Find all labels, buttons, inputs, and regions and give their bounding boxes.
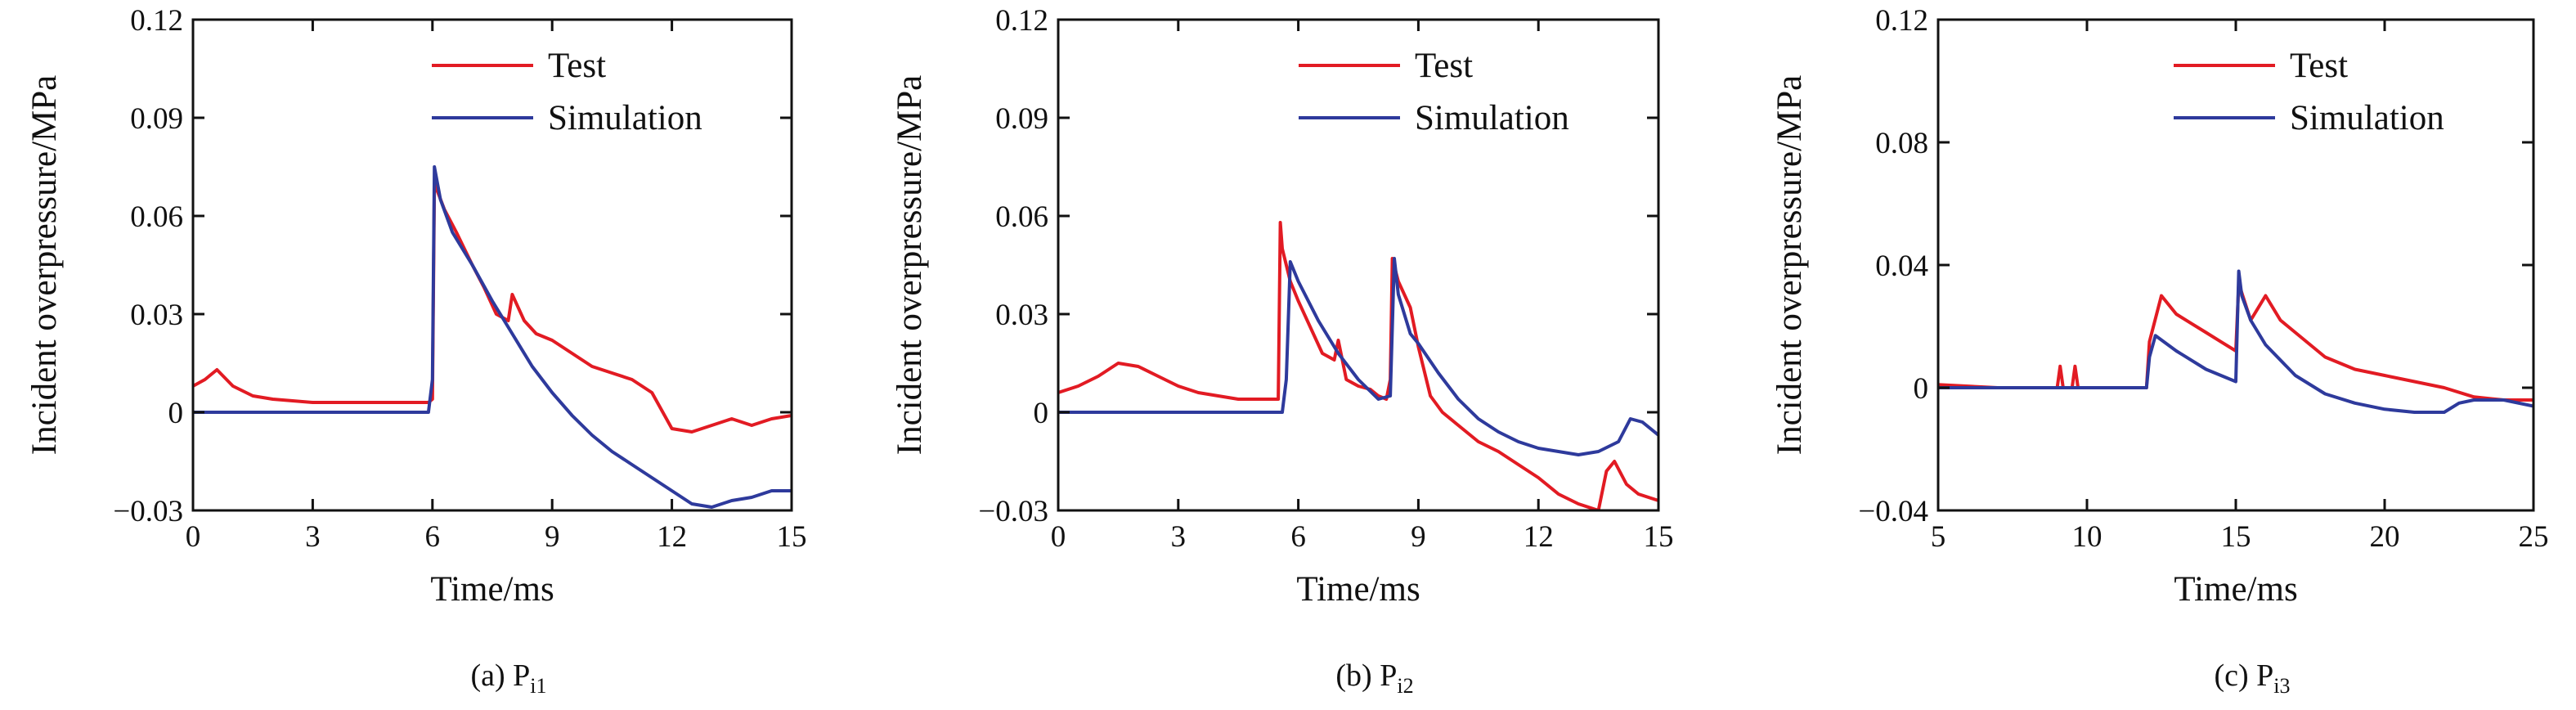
legend-label-simulation: Simulation	[1415, 99, 1569, 137]
x-tick-label: 15	[1644, 520, 1674, 554]
y-tick-label: 0.03	[995, 299, 1048, 332]
y-tick-label: 0	[168, 397, 184, 430]
y-tick-label: 0.12	[995, 4, 1048, 38]
panel-caption: (c) Pi3	[2214, 658, 2290, 698]
y-tick-label: 0.12	[1875, 4, 1928, 38]
x-tick-label: 20	[2370, 520, 2400, 554]
y-tick-label: 0.06	[995, 200, 1048, 234]
x-tick-label: 0	[1051, 520, 1066, 554]
series-line-simulation	[1058, 257, 1658, 456]
y-tick-label: 0.06	[130, 200, 183, 234]
x-tick-label: 15	[2221, 520, 2251, 554]
series-line-simulation	[1938, 269, 2533, 414]
y-tick-label: 0.03	[130, 299, 183, 332]
y-tick-label: 0.04	[1875, 249, 1928, 283]
x-tick-label: 0	[186, 520, 201, 554]
x-tick-label: 12	[1524, 520, 1554, 554]
x-tick-label: 5	[1931, 520, 1946, 554]
x-tick-label: 15	[777, 520, 807, 554]
y-axis-title: Incident overpressure/MPa	[891, 75, 929, 456]
y-tick-label: −0.04	[1858, 495, 1928, 528]
y-tick-label: −0.03	[113, 495, 183, 528]
x-tick-label: 12	[657, 520, 687, 554]
x-tick-label: 3	[305, 520, 321, 554]
series-line-test	[193, 182, 792, 434]
y-axis-title: Incident overpressure/MPa	[25, 75, 64, 456]
x-tick-label: 6	[425, 520, 441, 554]
series-line-test	[1938, 281, 2533, 402]
y-tick-label: 0	[1034, 397, 1049, 430]
plot-frame	[1936, 18, 2535, 512]
x-tick-label: 9	[1411, 520, 1426, 554]
legend-label-test: Test	[2290, 47, 2348, 85]
chart-panel-2: 0 3 6 9 12 15−0.0300.030.060.090.12Time/msInc…	[891, 4, 1674, 698]
plot-frame	[1057, 18, 1660, 512]
series-line-test	[1058, 221, 1658, 510]
x-tick-label: 6	[1290, 520, 1306, 554]
chart-panel-3: 5 10 15 20 25 −0.04 0 0.04 0.08 0.12 Time/ms Incide…	[1770, 4, 2549, 698]
legend-label-simulation: Simulation	[548, 99, 702, 137]
y-axis-title: Incident overpressure/MPa	[1770, 75, 1809, 456]
x-axis-title: Time/ms	[430, 570, 554, 609]
y-tick-label: 0.12	[130, 4, 183, 38]
plot-frame	[191, 18, 793, 512]
y-tick-label: 0.09	[995, 102, 1048, 136]
legend-label-test: Test	[548, 47, 606, 85]
y-tick-label: 0	[1914, 372, 1929, 406]
x-tick-label: 25	[2519, 520, 2549, 554]
chart-panel-1: 0 3 6 9 12 15−0.0300.030.060.090.12Time/msInc…	[25, 4, 807, 698]
series-line-simulation	[193, 165, 792, 509]
x-tick-label: 3	[1171, 520, 1187, 554]
panel-caption: (b) Pi2	[1335, 658, 1413, 698]
legend-label-test: Test	[1415, 47, 1473, 85]
y-tick-label: 0.08	[1875, 127, 1928, 160]
y-tick-label: −0.03	[978, 495, 1048, 528]
panel-caption: (a) Pi1	[470, 658, 546, 698]
x-tick-label: 9	[545, 520, 560, 554]
x-tick-label: 10	[2072, 520, 2103, 554]
x-axis-title: Time/ms	[1296, 570, 1420, 609]
y-tick-label: 0.09	[130, 102, 183, 136]
x-axis-title: Time/ms	[2174, 570, 2297, 609]
legend-label-simulation: Simulation	[2290, 99, 2444, 137]
